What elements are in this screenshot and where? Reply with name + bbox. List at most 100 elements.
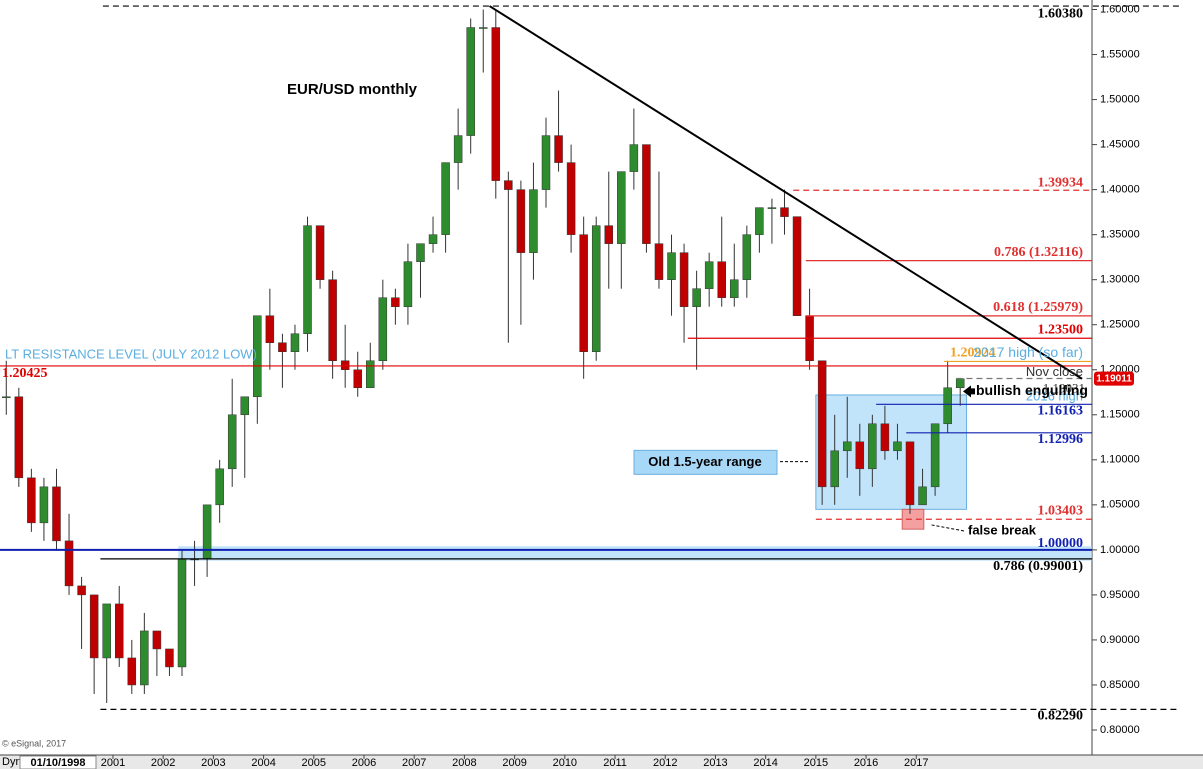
candle-body bbox=[642, 144, 651, 244]
candle-body bbox=[541, 135, 551, 190]
y-tick-label: 1.50000 bbox=[1100, 93, 1140, 105]
candle-body bbox=[617, 171, 626, 244]
candle-body bbox=[340, 360, 350, 370]
x-tick-label: 2015 bbox=[804, 757, 828, 769]
x-axis-area bbox=[0, 755, 1203, 769]
x-tick-label: 2013 bbox=[703, 757, 727, 769]
candle-body bbox=[366, 360, 375, 389]
price-tag bbox=[1094, 371, 1134, 386]
level-label: 0.786 (0.99001) bbox=[993, 559, 1083, 574]
y-tick-label: 0.80000 bbox=[1100, 724, 1140, 736]
annotation: LT RESISTANCE LEVEL (JULY 2012 LOW) bbox=[5, 346, 257, 361]
candle-body bbox=[416, 243, 425, 262]
candle-body bbox=[165, 648, 174, 668]
candle-body bbox=[114, 603, 124, 659]
candle-body bbox=[717, 261, 726, 298]
level-label: 0.82290 bbox=[1038, 709, 1084, 724]
candle-body bbox=[89, 594, 99, 659]
y-tick-label: 1.60000 bbox=[1100, 3, 1140, 15]
annotation: © eSignal, 2017 bbox=[2, 738, 66, 748]
range-label-box bbox=[633, 449, 778, 475]
level-label: 1.23500 bbox=[1038, 322, 1084, 337]
level-label: 1.00000 bbox=[1038, 536, 1084, 551]
level-label: 1.12996 bbox=[1038, 432, 1084, 447]
candle-body bbox=[152, 630, 162, 650]
false-break-box bbox=[901, 508, 925, 530]
candle-body bbox=[817, 360, 827, 488]
annotation: Old 1.5-year range bbox=[648, 454, 761, 469]
candle-body bbox=[328, 279, 337, 361]
level-label: 1.19031 bbox=[1043, 380, 1085, 395]
candle-body bbox=[704, 261, 714, 289]
x-tick-label: 2003 bbox=[201, 757, 225, 769]
candle-body bbox=[780, 207, 789, 217]
candle-body bbox=[504, 180, 513, 190]
y-tick-label: 1.45000 bbox=[1100, 139, 1140, 151]
candle-body bbox=[140, 630, 149, 686]
x-tick-label: 2012 bbox=[653, 757, 677, 769]
candle-body bbox=[39, 486, 49, 524]
level-label: 1.16163 bbox=[1038, 404, 1084, 419]
level-label: 1.20924 bbox=[950, 346, 996, 361]
chart-title: EUR/USD monthly bbox=[287, 81, 418, 98]
candle-body bbox=[353, 369, 362, 389]
annotation: bullish engulfing bbox=[976, 382, 1088, 398]
candle-body bbox=[240, 396, 250, 416]
range-box bbox=[815, 394, 967, 510]
candle-body bbox=[127, 657, 137, 686]
level-label: 1.60380 bbox=[1038, 6, 1084, 21]
annotation: Nov close bbox=[1026, 364, 1083, 379]
candle-body bbox=[566, 162, 576, 235]
x-tick-label: 2011 bbox=[603, 757, 627, 769]
candle-body bbox=[767, 207, 777, 209]
candle-body bbox=[303, 225, 312, 334]
candle-body bbox=[579, 234, 588, 352]
candle-body bbox=[604, 225, 614, 244]
candle-body bbox=[830, 450, 839, 488]
candle-body bbox=[478, 27, 488, 29]
candle-body bbox=[265, 315, 275, 343]
candle-body bbox=[391, 297, 400, 307]
x-tick-label: 2004 bbox=[251, 757, 275, 769]
candle-body bbox=[290, 333, 300, 352]
y-tick-label: 1.40000 bbox=[1100, 184, 1140, 196]
candle-body bbox=[64, 540, 74, 587]
plot: 1.60380 1.39934 0.786 (1.32116) 0.618 (1.25… bbox=[0, 5, 1180, 748]
candle-body bbox=[516, 189, 526, 253]
candle-body bbox=[77, 585, 86, 596]
candle-body bbox=[102, 603, 111, 659]
candle-body bbox=[453, 135, 463, 163]
candle-body bbox=[679, 252, 689, 307]
level-label: 1.03403 bbox=[1038, 503, 1084, 518]
candle-body bbox=[591, 225, 601, 352]
candle-body bbox=[930, 423, 940, 488]
candle-body bbox=[529, 189, 538, 253]
candle-body bbox=[491, 27, 501, 181]
x-tick-label: 2005 bbox=[302, 757, 326, 769]
candle-body bbox=[905, 441, 915, 506]
candle-body bbox=[855, 441, 865, 470]
x-tick-label: 2006 bbox=[352, 757, 376, 769]
level-label: 1.39934 bbox=[1038, 175, 1084, 190]
x-tick-label: 2001 bbox=[101, 757, 125, 769]
candle-body bbox=[667, 252, 676, 280]
annotation: false break bbox=[968, 522, 1037, 537]
candle-body bbox=[880, 423, 890, 452]
x-tick-label: 2017 bbox=[904, 757, 928, 769]
x-tick-label: 2002 bbox=[151, 757, 175, 769]
x-tick-label: 2010 bbox=[553, 757, 577, 769]
y-tick-label: 1.05000 bbox=[1100, 499, 1140, 511]
x-tick-label: 2008 bbox=[452, 757, 476, 769]
candle-body bbox=[315, 225, 325, 280]
annotation: Dyn bbox=[2, 756, 22, 768]
candle-body bbox=[215, 468, 224, 506]
y-tick-label: 1.55000 bbox=[1100, 48, 1140, 60]
candle-body bbox=[466, 27, 475, 136]
x-tick-label: 2009 bbox=[502, 757, 526, 769]
candle-body bbox=[27, 477, 36, 524]
candle-body bbox=[52, 486, 61, 542]
candle-body bbox=[692, 288, 701, 307]
candle-body bbox=[654, 243, 664, 280]
candle-body bbox=[955, 378, 965, 389]
